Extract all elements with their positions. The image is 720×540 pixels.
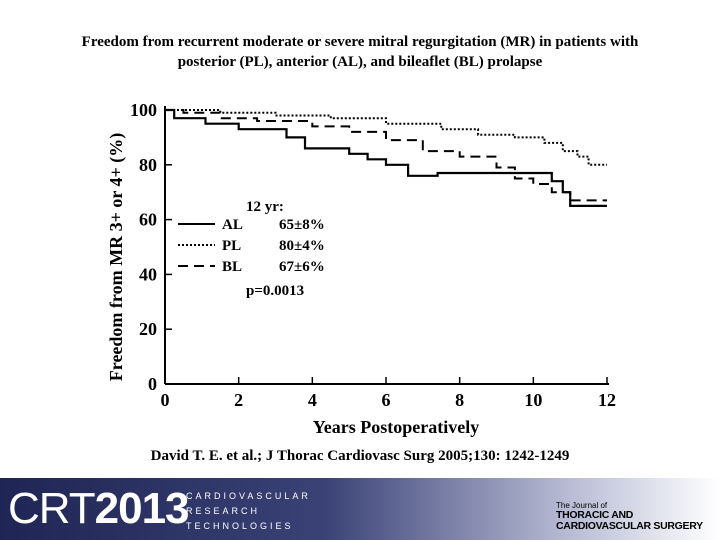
journal-name-line-1: THORACIC AND: [556, 509, 634, 521]
title-line-1: Freedom from recurrent moderate or sever…: [81, 34, 639, 50]
title-line-2: posterior (PL), anterior (AL), and bilea…: [177, 54, 543, 70]
y-tick-label: 80: [139, 155, 157, 175]
y-tick-label: 20: [139, 319, 157, 339]
y-axis-label: Freedom from MR 3+ or 4+ (%): [106, 133, 127, 381]
x-tick-label: 10: [524, 390, 542, 410]
legend-value-bl: 67±6%: [279, 259, 325, 275]
x-tick-label: 4: [308, 390, 317, 410]
legend-label-bl: BL: [222, 259, 242, 275]
x-axis-label: Years Postoperatively: [313, 417, 479, 437]
series-line-al: [165, 108, 607, 207]
y-tick-label: 0: [148, 374, 157, 394]
crt-tagline: CARDIOVASCULAR RESEARCH TECHNOLOGIES: [186, 489, 311, 534]
x-tick-label: 6: [382, 390, 391, 410]
slide-title: Freedom from recurrent moderate or sever…: [20, 32, 700, 72]
y-tick-label: 60: [139, 210, 157, 230]
legend-title: 12 yr:: [246, 199, 284, 215]
journal-name-line-2: CARDIOVASCULAR SURGERY: [556, 520, 703, 532]
journal-logo: The Journal of THORACIC AND CARDIOVASCUL…: [556, 501, 710, 533]
legend-pvalue: p=0.0013: [246, 283, 304, 299]
legend-value-al: 65±8%: [279, 217, 325, 233]
series-line-bl: [165, 109, 607, 202]
crt-logo-text: CRT: [8, 484, 96, 533]
legend-label-pl: PL: [222, 238, 241, 254]
crt-logo-year: 2013: [94, 484, 190, 533]
citation: David T. E. et al.; J Thorac Cardiovasc …: [150, 448, 570, 464]
y-tick-label: 100: [130, 100, 157, 120]
crt-logo: CRT2013: [8, 484, 190, 534]
footer-banner: CRT2013 CARDIOVASCULAR RESEARCH TECHNOLO…: [0, 478, 720, 540]
x-tick-label: 12: [598, 390, 616, 410]
tagline-line-3: TECHNOLOGIES: [186, 521, 294, 531]
x-tick-label: 0: [161, 390, 170, 410]
tagline-line-1: CARDIOVASCULAR: [186, 491, 311, 501]
x-tick-label: 8: [455, 390, 464, 410]
y-tick-label: 40: [139, 264, 157, 284]
tagline-line-2: RESEARCH: [186, 506, 261, 516]
legend-label-al: AL: [222, 217, 243, 233]
series-line-pl: [165, 109, 607, 166]
x-tick-label: 2: [234, 390, 243, 410]
legend-value-pl: 80±4%: [279, 238, 325, 254]
km-survival-chart: 0 20 40 60 80 100 0 2 4 6 8 10 12 Years Postoperative…: [106, 100, 616, 437]
journal-prefix: The Journal of: [556, 501, 608, 510]
